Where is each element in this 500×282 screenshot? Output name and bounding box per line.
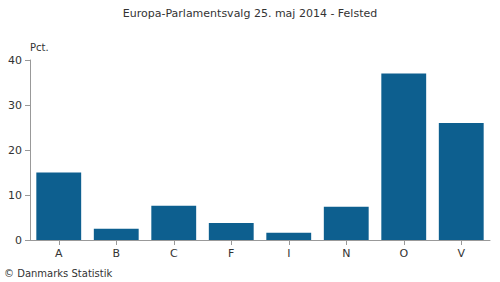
- svg-text:20: 20: [8, 144, 22, 157]
- svg-text:30: 30: [8, 99, 22, 112]
- svg-text:A: A: [55, 247, 63, 260]
- svg-text:B: B: [112, 247, 120, 260]
- svg-text:N: N: [342, 247, 350, 260]
- svg-text:Pct.: Pct.: [30, 42, 49, 53]
- svg-text:10: 10: [8, 189, 22, 202]
- svg-text:O: O: [399, 247, 408, 260]
- svg-text:Europa-Parlamentsvalg 25. maj: Europa-Parlamentsvalg 25. maj 2014 - Fel…: [123, 7, 377, 20]
- svg-text:C: C: [170, 247, 178, 260]
- svg-text:40: 40: [8, 54, 22, 67]
- svg-text:I: I: [287, 247, 290, 260]
- svg-text:© Danmarks Statistik: © Danmarks Statistik: [4, 268, 113, 279]
- svg-text:0: 0: [15, 234, 22, 247]
- svg-text:V: V: [457, 247, 465, 260]
- svg-text:F: F: [228, 247, 234, 260]
